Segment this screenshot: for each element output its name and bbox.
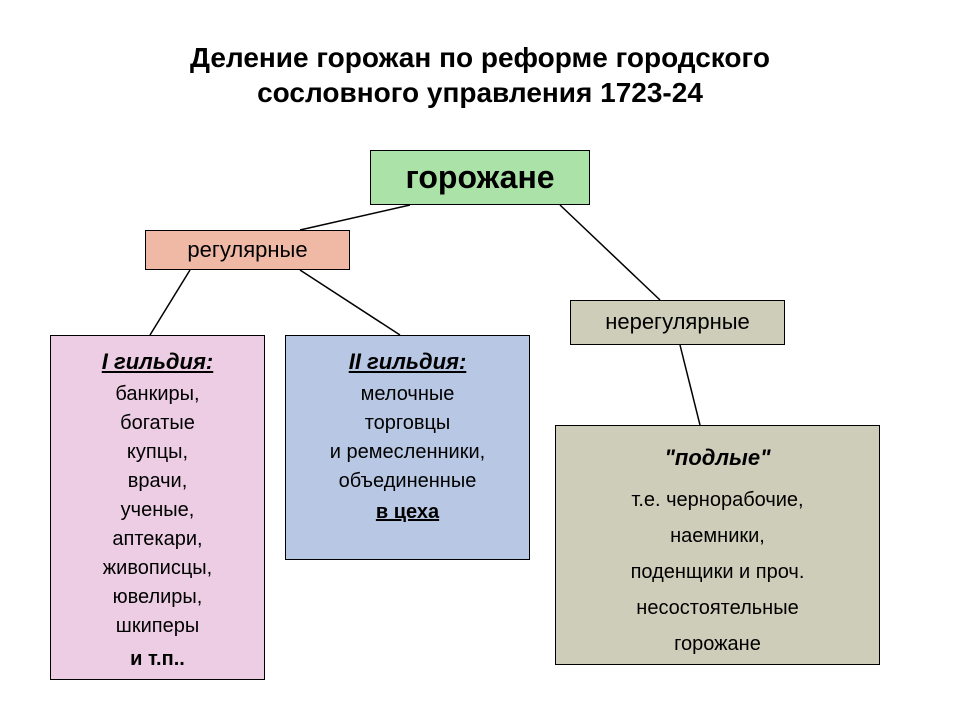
- diagram-stage: Деление горожан по реформе городского со…: [0, 0, 960, 720]
- node-podlye-body: т.е. чернорабочие, наемники, поденщики и…: [564, 482, 871, 662]
- node-irregular: нерегулярные: [570, 300, 785, 345]
- edge-irregular-podlye: [680, 345, 700, 425]
- node-guild2-body: мелочные торговцы и ремесленники, объеди…: [292, 380, 523, 496]
- node-regular-label: регулярные: [146, 231, 349, 269]
- edge-regular-guild2: [300, 270, 400, 335]
- edge-root-regular: [300, 205, 410, 230]
- node-guild1-tail: и т.п..: [57, 645, 258, 674]
- edge-root-irregular: [560, 205, 660, 300]
- node-guild2: II гильдия: мелочные торговцы и ремеслен…: [285, 335, 530, 560]
- node-podlye: "подлые" т.е. чернорабочие, наемники, по…: [555, 425, 880, 665]
- node-root: горожане: [370, 150, 590, 205]
- node-podlye-header: "подлые": [564, 438, 871, 478]
- node-guild2-header: II гильдия:: [292, 346, 523, 378]
- node-regular: регулярные: [145, 230, 350, 270]
- node-guild1-header: I гильдия:: [57, 346, 258, 378]
- edge-regular-guild1: [150, 270, 190, 335]
- node-guild1: I гильдия: банкиры, богатые купцы, врачи…: [50, 335, 265, 680]
- node-guild1-body: банкиры, богатые купцы, врачи, ученые, а…: [57, 380, 258, 641]
- node-guild2-tail: в цеха: [292, 498, 523, 527]
- node-irregular-label: нерегулярные: [571, 301, 784, 343]
- node-root-label: горожане: [371, 151, 589, 203]
- page-title: Деление горожан по реформе городского со…: [0, 40, 960, 110]
